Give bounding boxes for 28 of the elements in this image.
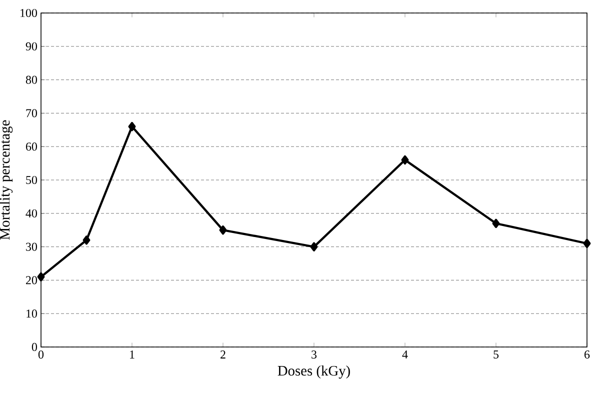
point xyxy=(492,218,500,228)
y-tick-label: 70 xyxy=(26,109,38,118)
y-tick-label: 10 xyxy=(26,310,38,318)
x-tick-label: 1 xyxy=(130,350,134,358)
y-axis-title: Mortality percentage xyxy=(0,120,13,240)
y-tick-label: 80 xyxy=(26,76,38,84)
y-tick-label: 0 xyxy=(32,342,38,352)
point xyxy=(128,122,136,132)
x-tick-label: 2 xyxy=(220,350,226,358)
point xyxy=(37,272,45,282)
point xyxy=(219,225,227,235)
x-tick-label: 0 xyxy=(38,350,44,359)
x-tick-label: 4 xyxy=(402,350,408,358)
y-tick-label: 60 xyxy=(26,142,38,151)
y-tick-label: 40 xyxy=(26,209,38,218)
x-axis-title: Doses (kGy) xyxy=(278,365,350,379)
x-tick-label: 6 xyxy=(584,350,590,359)
point xyxy=(82,236,90,245)
x-tick-label: 5 xyxy=(494,350,499,358)
point xyxy=(310,242,318,252)
point xyxy=(401,155,409,165)
point xyxy=(583,238,591,248)
y-tick-label: 50 xyxy=(26,176,38,184)
y-tick-label: 100 xyxy=(20,8,38,18)
y-tick-label: 90 xyxy=(26,42,38,50)
y-tick-label: 30 xyxy=(26,242,38,251)
x-tick-label: 3 xyxy=(312,350,317,359)
y-tick-label: 20 xyxy=(26,276,38,284)
